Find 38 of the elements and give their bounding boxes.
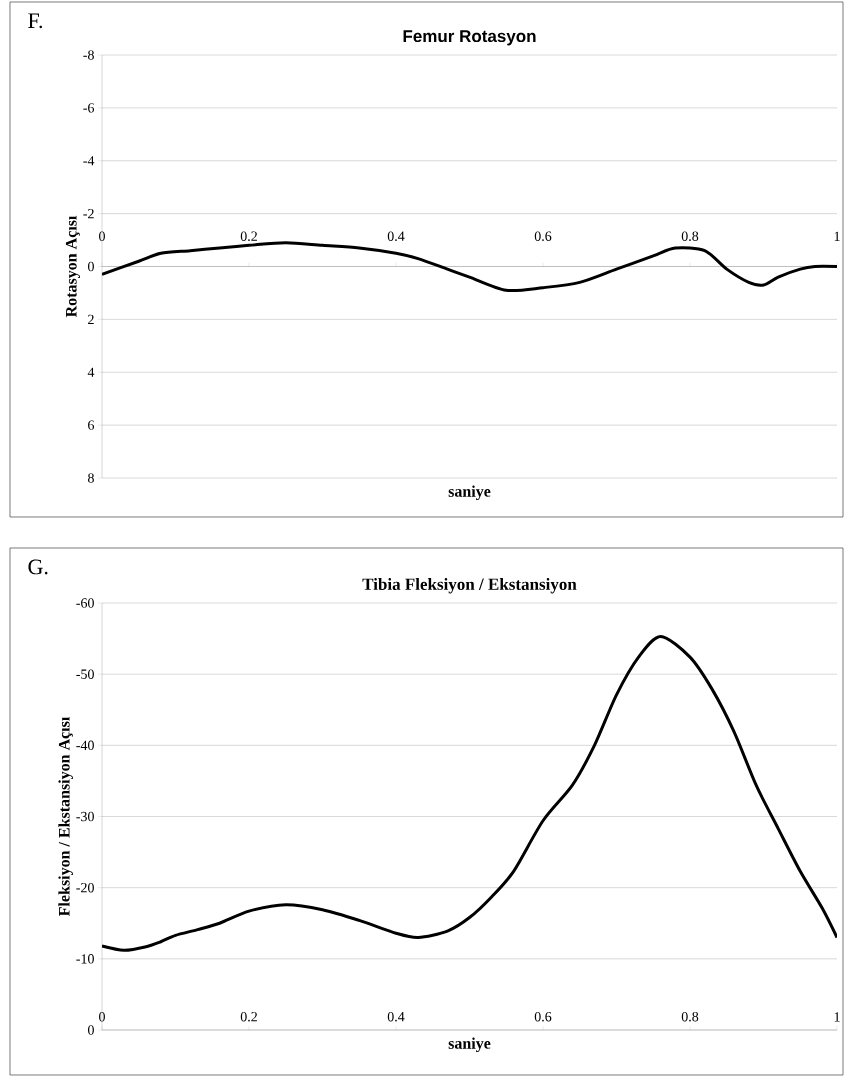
y-tick-label: -2 bbox=[83, 208, 94, 219]
text: G. bbox=[28, 559, 48, 575]
x-tick-label: 0.6 bbox=[534, 231, 552, 241]
x-tick-label: 0.4 bbox=[387, 231, 405, 241]
x-tick-label: 1 bbox=[834, 231, 840, 241]
x-tick-label: 0.6 bbox=[534, 1011, 552, 1022]
x-tick-label: 0.8 bbox=[681, 1011, 699, 1022]
text: F. bbox=[28, 13, 43, 29]
y-tick-label: 0 bbox=[88, 1025, 94, 1035]
y-tick-label: -30 bbox=[76, 811, 94, 822]
chart-title: Tibia Fleksiyon / Ekstansiyon bbox=[362, 578, 577, 594]
y-tick-label: -40 bbox=[76, 740, 94, 751]
y-tick-label: -10 bbox=[76, 954, 94, 964]
x-tick-label: 0 bbox=[99, 1012, 105, 1022]
y-axis-title: Rotasyon Açısı bbox=[65, 215, 80, 318]
y-tick-label: -4 bbox=[83, 156, 95, 166]
line-series bbox=[102, 241, 837, 293]
y-tick-label: -20 bbox=[76, 882, 94, 893]
x-tick-label: 0 bbox=[99, 231, 105, 241]
x-tick-label: 0.2 bbox=[240, 231, 257, 241]
y-axis-title: Fleksiyon / Ekstansiyon Açısı bbox=[58, 716, 73, 917]
y-tick-label: -60 bbox=[76, 598, 94, 608]
x-axis-title: saniye bbox=[448, 485, 491, 501]
y-tick-label: -50 bbox=[76, 669, 94, 679]
y-tick-label: -6 bbox=[83, 103, 95, 113]
y-tick-label: 4 bbox=[87, 367, 95, 377]
x-tick-label: 0.4 bbox=[387, 1011, 405, 1022]
y-tick-label: 0 bbox=[88, 261, 94, 272]
chart-title: Femur Rotasyon bbox=[403, 30, 536, 46]
x-tick-label: 0.2 bbox=[240, 1011, 257, 1022]
y-tick-label: 8 bbox=[88, 473, 94, 483]
y-tick-label: 2 bbox=[88, 314, 94, 325]
y-tick-label: 6 bbox=[88, 420, 95, 430]
line-series bbox=[102, 634, 837, 952]
x-tick-label: 0.8 bbox=[681, 231, 699, 241]
x-tick-label: 1 bbox=[834, 1012, 840, 1022]
y-tick-label: -8 bbox=[83, 50, 94, 60]
x-axis-title: saniye bbox=[448, 1037, 491, 1053]
